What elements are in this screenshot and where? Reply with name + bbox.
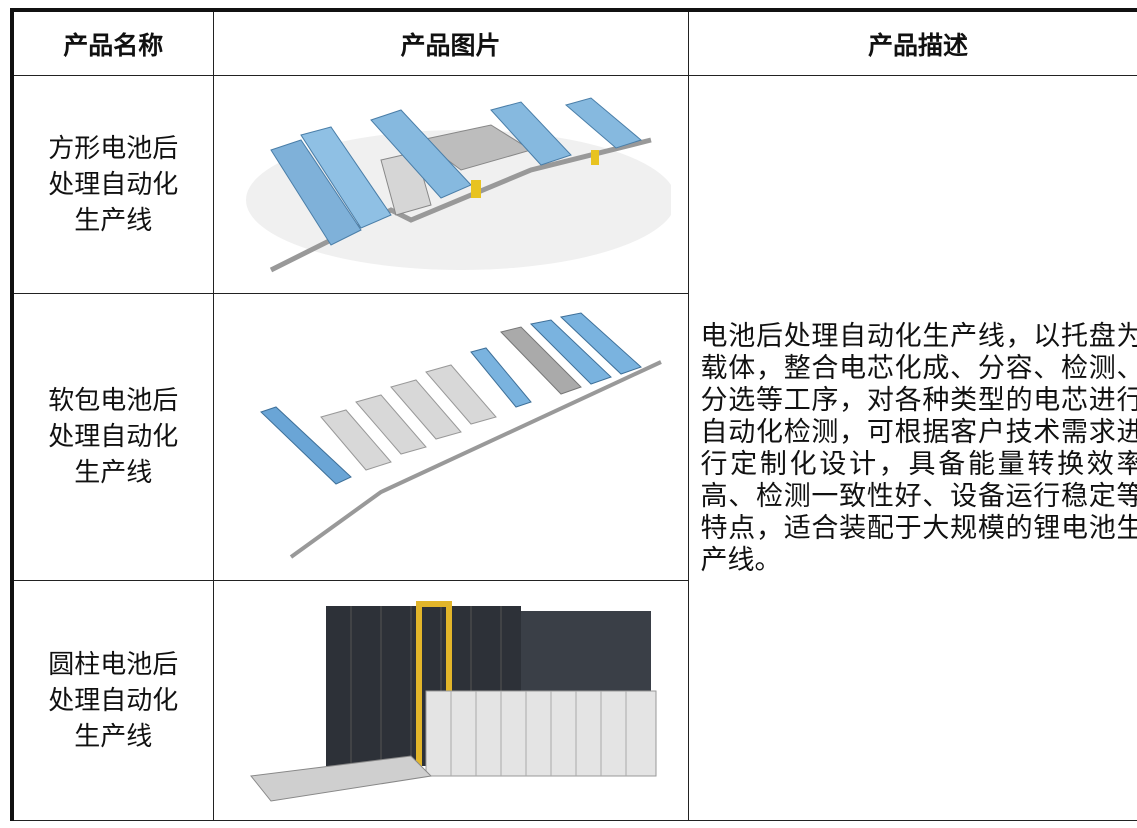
product-image	[212, 293, 689, 581]
illustration	[259, 312, 662, 559]
product-name: 圆柱电池后处理自动化生产线	[10, 580, 214, 821]
illustration	[245, 96, 671, 272]
header-row: 产品名称 产品图片 产品描述	[10, 8, 1137, 76]
header-cell: 产品描述	[687, 8, 1137, 76]
header-cell: 产品图片	[212, 8, 689, 76]
product-name: 方形电池后处理自动化生产线	[10, 75, 214, 294]
product-image	[212, 75, 689, 294]
table-row: 方形电池后处理自动化生产线 电池后处理自动化生产线，以托盘为载体，整合电芯化成、…	[10, 75, 1137, 821]
document: 产品名称 产品图片 产品描述 方形电池后处理自动化生产线 电池后处理自动化生产线…	[10, 8, 1137, 828]
product-table: 产品名称 产品图片 产品描述 方形电池后处理自动化生产线 电池后处理自动化生产线…	[10, 8, 1137, 821]
product-name: 软包电池后处理自动化生产线	[10, 293, 214, 581]
product-image	[212, 580, 689, 821]
table-row: 圆柱电池后处理自动化生产线	[10, 580, 1137, 821]
illustration	[249, 600, 656, 802]
page: 产品名称 产品图片 产品描述 方形电池后处理自动化生产线 电池后处理自动化生产线…	[10, 8, 1137, 821]
table-row: 软包电池后处理自动化生产线	[10, 293, 1137, 581]
header-cell: 产品名称	[10, 8, 214, 76]
product-description: 电池后处理自动化生产线，以托盘为载体，整合电芯化成、分容、检测、分选等工序，对各…	[687, 75, 1137, 821]
